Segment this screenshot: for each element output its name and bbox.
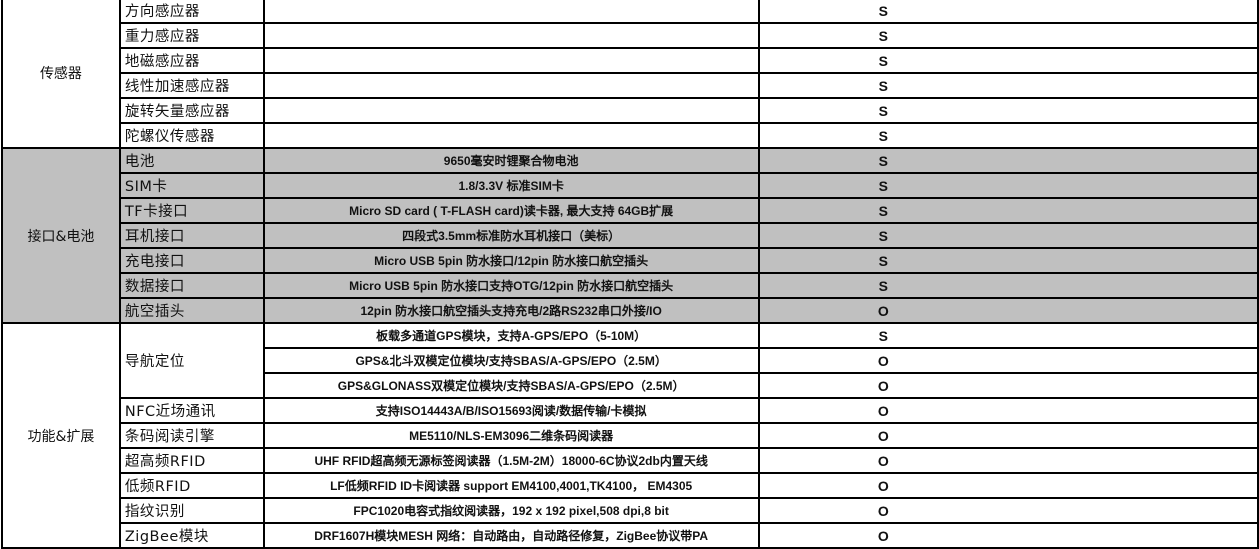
description-cell[interactable]: LF低频RFID ID卡阅读器 support EM4100,4001,TK41… [262,472,760,499]
value-cell[interactable]: S [757,22,1259,49]
description-cell[interactable] [262,72,760,99]
description-cell[interactable]: 板载多通道GPS模块，支持A-GPS/EPO（5-10M） [262,322,760,349]
table-row: 航空插头 12pin 防水接口航空插头支持充电/2路RS232串口外接/IO O [2,297,1259,324]
item-cell[interactable]: 指纹识别 [118,497,265,524]
item-cell[interactable]: 地磁感应器 [118,47,265,74]
value-cell[interactable]: S [757,0,1259,24]
category-cell[interactable]: 功能&扩展 [1,322,121,549]
table-row: GPS&GLONASS双模定位模块/支持SBAS/A-GPS/EPO（2.5M）… [2,372,1259,399]
table-row: 充电接口 Micro USB 5pin 防水接口/12pin 防水接口航空插头 S [2,247,1259,274]
value-cell[interactable]: O [757,422,1259,449]
value-cell[interactable]: O [757,372,1259,399]
description-cell[interactable]: 四段式3.5mm标准防水耳机接口（美标） [262,222,760,249]
table-row: 超高频RFID UHF RFID超高频无源标签阅读器（1.5M-2M）18000-… [2,447,1259,474]
item-cell[interactable]: 方向感应器 [118,0,265,24]
description-cell[interactable] [262,47,760,74]
item-cell[interactable]: 耳机接口 [118,222,265,249]
item-cell[interactable]: 低频RFID [118,472,265,499]
table-row: 低频RFID LF低频RFID ID卡阅读器 support EM4100,400… [2,472,1259,499]
category-cell[interactable]: 接口&电池 [1,147,121,324]
description-cell[interactable] [262,22,760,49]
item-cell[interactable]: SIM卡 [118,172,265,199]
value-cell[interactable]: S [757,47,1259,74]
description-cell[interactable]: 支持ISO14443A/B/ISO15693阅读/数据传输/卡模拟 [262,397,760,424]
value-cell[interactable]: S [757,222,1259,249]
description-cell[interactable]: Micro USB 5pin 防水接口支持OTG/12pin 防水接口航空插头 [262,272,760,299]
value-cell[interactable]: S [757,247,1259,274]
table-row: 耳机接口 四段式3.5mm标准防水耳机接口（美标） S [2,222,1259,249]
table-row: GPS&北斗双模定位模块/支持SBAS/A-GPS/EPO（2.5M） O [2,347,1259,374]
item-cell[interactable]: 航空插头 [118,297,265,324]
description-cell[interactable]: FPC1020电容式指纹阅读器，192 x 192 pixel,508 dpi,… [262,497,760,524]
description-cell[interactable]: 9650毫安时锂聚合物电池 [262,147,760,174]
table-row: 接口&电池 电池 9650毫安时锂聚合物电池 S [1,147,1259,324]
item-cell[interactable]: ZigBee模块 [118,522,265,549]
item-cell[interactable]: 超高频RFID [118,447,265,474]
item-cell[interactable]: TF卡接口 [118,197,265,224]
description-cell[interactable]: 1.8/3.3V 标准SIM卡 [262,172,760,199]
table-row: 地磁感应器 S [2,47,1259,74]
table-row: 指纹识别 FPC1020电容式指纹阅读器，192 x 192 pixel,508 … [2,497,1259,524]
table-row: 功能&扩展 导航定位 板载多通道GPS模块，支持A-GPS/EPO（5-10M） S [1,322,1259,549]
description-cell[interactable]: GPS&北斗双模定位模块/支持SBAS/A-GPS/EPO（2.5M） [262,347,760,374]
item-cell[interactable]: NFC近场通讯 [118,397,265,424]
table-row: TF卡接口 Micro SD card ( T-FLASH card)读卡器, 最… [2,197,1259,224]
value-cell[interactable]: O [757,347,1259,374]
description-cell[interactable]: ME5110/NLS-EM3096二维条码阅读器 [262,422,760,449]
table-row: ZigBee模块 DRF1607H模块MESH 网络：自动路由，自动路径修复，Zi… [2,522,1259,549]
item-cell[interactable]: 重力感应器 [118,22,265,49]
item-cell[interactable]: 线性加速感应器 [118,72,265,99]
table-row: 重力感应器 S [2,22,1259,49]
value-cell[interactable]: S [757,147,1259,174]
description-cell[interactable]: DRF1607H模块MESH 网络：自动路由，自动路径修复，ZigBee协议带P… [262,522,760,549]
value-cell[interactable]: O [757,447,1259,474]
value-cell[interactable]: O [757,497,1259,524]
item-cell[interactable]: 充电接口 [118,247,265,274]
item-cell[interactable]: 旋转矢量感应器 [118,97,265,124]
description-cell[interactable] [262,122,760,149]
value-cell[interactable]: O [757,297,1259,324]
table-row: 传感器 方向感应器 S [1,0,1259,149]
value-cell[interactable]: S [757,197,1259,224]
table-row: 条码阅读引擎 ME5110/NLS-EM3096二维条码阅读器 O [2,422,1259,449]
description-cell[interactable] [262,0,760,24]
value-cell[interactable]: S [757,122,1259,149]
value-cell[interactable]: S [757,272,1259,299]
value-cell[interactable]: S [757,172,1259,199]
item-cell[interactable]: 条码阅读引擎 [118,422,265,449]
value-cell[interactable]: O [757,397,1259,424]
table-row: NFC近场通讯 支持ISO14443A/B/ISO15693阅读/数据传输/卡模拟… [2,397,1259,424]
table-row: 旋转矢量感应器 S [2,97,1259,124]
table-row: SIM卡 1.8/3.3V 标准SIM卡 S [2,172,1259,199]
value-cell[interactable]: O [757,472,1259,499]
description-cell[interactable]: GPS&GLONASS双模定位模块/支持SBAS/A-GPS/EPO（2.5M） [262,372,760,399]
description-cell[interactable] [262,97,760,124]
item-cell[interactable]: 数据接口 [118,272,265,299]
item-cell[interactable]: 导航定位 [118,322,265,399]
value-cell[interactable]: O [757,522,1259,549]
description-cell[interactable]: Micro USB 5pin 防水接口/12pin 防水接口航空插头 [262,247,760,274]
value-cell[interactable]: S [757,97,1259,124]
description-cell[interactable]: Micro SD card ( T-FLASH card)读卡器, 最大支持 6… [262,197,760,224]
item-cell[interactable]: 陀螺仪传感器 [118,122,265,149]
category-cell[interactable]: 传感器 [1,0,121,149]
value-cell[interactable]: S [757,72,1259,99]
table-row: 数据接口 Micro USB 5pin 防水接口支持OTG/12pin 防水接口航… [2,272,1259,299]
table-row: 陀螺仪传感器 S [2,122,1259,149]
description-cell[interactable]: UHF RFID超高频无源标签阅读器（1.5M-2M）18000-6C协议2db… [262,447,760,474]
table-row: 线性加速感应器 S [2,72,1259,99]
description-cell[interactable]: 12pin 防水接口航空插头支持充电/2路RS232串口外接/IO [262,297,760,324]
item-cell[interactable]: 电池 [118,147,265,174]
value-cell[interactable]: S [757,322,1259,349]
